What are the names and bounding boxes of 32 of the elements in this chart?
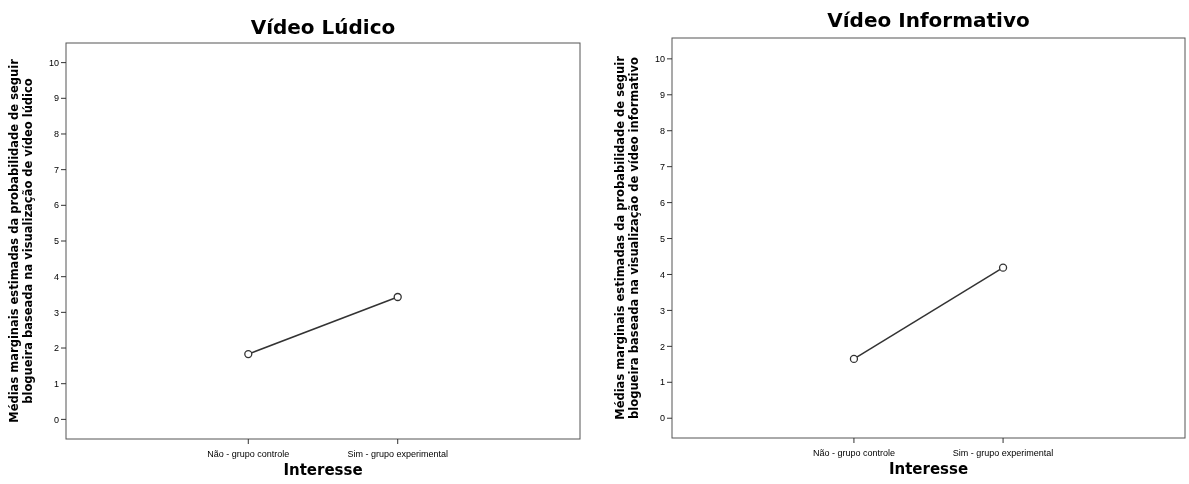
y-tick-label: 8 bbox=[53, 129, 59, 140]
y-tick-label: 6 bbox=[659, 197, 665, 208]
x-axis-title: Interesse bbox=[888, 460, 969, 478]
y-tick-label: 5 bbox=[659, 233, 665, 244]
y-tick-label: 10 bbox=[48, 57, 59, 68]
y-axis-title: Médias marginais estimadas da probabilidade de seguir blogueira baseada na visualização de vídeo lúdico bbox=[7, 58, 35, 423]
x-tick-label: Sim - grupo experimental bbox=[952, 448, 1054, 458]
y-tick-label: 8 bbox=[659, 125, 665, 136]
y-tick-label: 1 bbox=[53, 378, 59, 389]
y-tick-label: 0 bbox=[53, 414, 59, 425]
x-tick-label: Não - grupo controle bbox=[207, 449, 290, 459]
y-tick-label: 2 bbox=[659, 341, 665, 352]
y-tick-label: 9 bbox=[53, 93, 59, 104]
y-tick-label: 4 bbox=[659, 269, 665, 280]
y-tick-label: 2 bbox=[53, 343, 59, 354]
y-tick-label: 10 bbox=[654, 53, 665, 64]
y-tick-label: 3 bbox=[53, 307, 59, 318]
y-tick-label: 3 bbox=[659, 305, 665, 316]
y-axis-title: Médias marginais estimadas da probabilidade de seguir blogueira baseada na visualização de vídeo informativo bbox=[613, 55, 641, 420]
y-tick-label: 5 bbox=[53, 236, 59, 247]
x-tick-label: Não - grupo controle bbox=[812, 448, 895, 458]
chart-title: Vídeo Lúdico bbox=[250, 15, 396, 39]
y-tick-label: 7 bbox=[53, 164, 59, 175]
y-tick-label: 4 bbox=[53, 271, 59, 282]
y-tick-label: 7 bbox=[659, 161, 665, 172]
x-tick-label: Sim - grupo experimental bbox=[347, 449, 448, 459]
y-tick-label: 1 bbox=[659, 377, 665, 388]
y-tick-label: 9 bbox=[659, 89, 665, 100]
chart-title: Vídeo Informativo bbox=[827, 8, 1030, 32]
y-tick-label: 0 bbox=[659, 413, 665, 424]
x-axis-title: Interesse bbox=[283, 461, 363, 479]
y-tick-label: 6 bbox=[53, 200, 59, 211]
